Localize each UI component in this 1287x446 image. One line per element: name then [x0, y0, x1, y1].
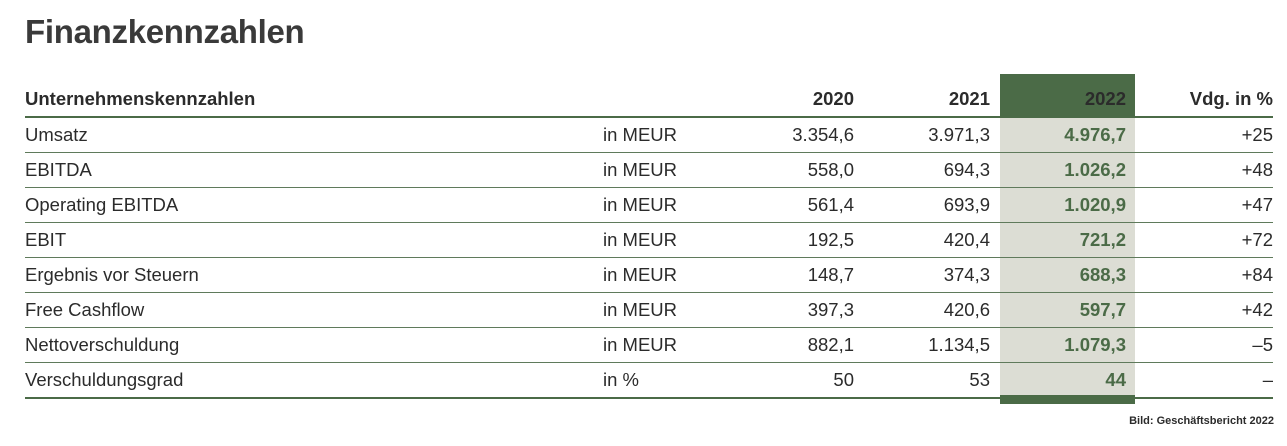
row-value-2021: 693,9: [864, 187, 1000, 223]
row-unit: in %: [603, 362, 783, 399]
row-value-2021: 1.134,5: [864, 327, 1000, 363]
header-2020: 2020: [783, 82, 864, 118]
row-value-2021: 374,3: [864, 257, 1000, 293]
row-label: Umsatz: [25, 117, 603, 153]
table-row: Umsatz in MEUR 3.354,6 3.971,3 4.976,7 +…: [25, 117, 1273, 153]
row-label: Operating EBITDA: [25, 187, 603, 223]
row-unit: in MEUR: [603, 327, 783, 363]
row-label: EBIT: [25, 222, 603, 258]
financial-kpi-table: Unternehmenskennzahlen 2020 2021 2022 Vd…: [25, 82, 1273, 399]
row-change: –: [1136, 362, 1273, 399]
row-unit: in MEUR: [603, 257, 783, 293]
row-value-2020: 192,5: [783, 222, 864, 258]
table-row: Verschuldungsgrad in % 50 53 44 –: [25, 362, 1273, 399]
header-2022: 2022: [1000, 82, 1136, 118]
row-change: +47: [1136, 187, 1273, 223]
row-change: +72: [1136, 222, 1273, 258]
row-value-2021: 694,3: [864, 152, 1000, 188]
row-value-2021: 53: [864, 362, 1000, 399]
row-value-2020: 397,3: [783, 292, 864, 328]
row-value-2022: 1.026,2: [1000, 152, 1136, 188]
row-value-2020: 561,4: [783, 187, 864, 223]
row-change: +84: [1136, 257, 1273, 293]
row-change: +42: [1136, 292, 1273, 328]
row-value-2020: 50: [783, 362, 864, 399]
header-2021: 2021: [864, 82, 1000, 118]
page-title: Finanzkennzahlen: [25, 13, 305, 50]
row-label: Nettoverschuldung: [25, 327, 603, 363]
row-change: –5: [1136, 327, 1273, 363]
table-row: EBIT in MEUR 192,5 420,4 721,2 +72: [25, 222, 1273, 258]
row-value-2020: 3.354,6: [783, 117, 864, 153]
row-label: Free Cashflow: [25, 292, 603, 328]
table-row: Ergebnis vor Steuern in MEUR 148,7 374,3…: [25, 257, 1273, 293]
row-value-2021: 420,4: [864, 222, 1000, 258]
row-unit: in MEUR: [603, 222, 783, 258]
row-label: Verschuldungsgrad: [25, 362, 603, 399]
row-value-2022: 688,3: [1000, 257, 1136, 293]
row-value-2022: 721,2: [1000, 222, 1136, 258]
row-value-2022: 1.020,9: [1000, 187, 1136, 223]
table-row: Operating EBITDA in MEUR 561,4 693,9 1.0…: [25, 187, 1273, 223]
row-change: +48: [1136, 152, 1273, 188]
row-unit: in MEUR: [603, 187, 783, 223]
header-label: Unternehmenskennzahlen: [25, 82, 603, 118]
header-unit: [603, 82, 783, 118]
row-unit: in MEUR: [603, 152, 783, 188]
row-value-2020: 558,0: [783, 152, 864, 188]
row-label: Ergebnis vor Steuern: [25, 257, 603, 293]
row-value-2022: 597,7: [1000, 292, 1136, 328]
row-value-2022: 44: [1000, 362, 1136, 399]
header-change: Vdg. in %: [1136, 82, 1273, 118]
row-value-2020: 882,1: [783, 327, 864, 363]
table-header-row: Unternehmenskennzahlen 2020 2021 2022 Vd…: [25, 82, 1273, 118]
row-label: EBITDA: [25, 152, 603, 188]
row-value-2021: 3.971,3: [864, 117, 1000, 153]
table-row: Free Cashflow in MEUR 397,3 420,6 597,7 …: [25, 292, 1273, 328]
table-row: EBITDA in MEUR 558,0 694,3 1.026,2 +48: [25, 152, 1273, 188]
row-value-2022: 4.976,7: [1000, 117, 1136, 153]
highlight-column-footer-bar: [1000, 395, 1135, 404]
row-value-2021: 420,6: [864, 292, 1000, 328]
image-source-caption: Bild: Geschäftsbericht 2022: [1129, 415, 1274, 427]
table-row: Nettoverschuldung in MEUR 882,1 1.134,5 …: [25, 327, 1273, 363]
row-unit: in MEUR: [603, 117, 783, 153]
row-change: +25: [1136, 117, 1273, 153]
row-value-2022: 1.079,3: [1000, 327, 1136, 363]
row-value-2020: 148,7: [783, 257, 864, 293]
row-unit: in MEUR: [603, 292, 783, 328]
